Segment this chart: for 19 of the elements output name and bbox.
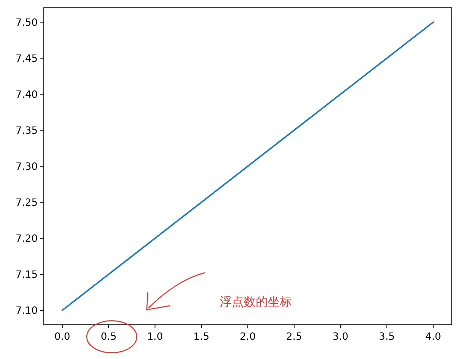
- x-tick-label: 0.0: [54, 332, 70, 343]
- x-tick-label: 2.0: [240, 332, 256, 343]
- y-tick-label: 7.10: [16, 306, 38, 318]
- y-tick-label: 7.45: [16, 54, 38, 65]
- annotation: 浮点数的坐标: [220, 295, 292, 309]
- y-tick-label: 7.30: [16, 162, 38, 173]
- x-tick-label: 4.0: [426, 332, 442, 343]
- x-tick-label: 1.0: [147, 332, 164, 343]
- y-tick-label: 7.50: [16, 18, 38, 29]
- x-tick-label: 3.0: [332, 332, 349, 343]
- x-tick-label: 0.5: [100, 332, 117, 343]
- y-tick-label: 7.40: [16, 90, 38, 101]
- y-tick-label: 7.20: [16, 234, 38, 246]
- x-tick-label: 3.5: [379, 332, 396, 343]
- y-tick-label: 7.25: [16, 198, 38, 210]
- x-tick-label: 1.5: [194, 332, 210, 343]
- y-tick-label: 7.15: [16, 270, 38, 282]
- x-tick-label: 2.5: [286, 332, 302, 343]
- y-tick-label: 7.35: [16, 126, 38, 137]
